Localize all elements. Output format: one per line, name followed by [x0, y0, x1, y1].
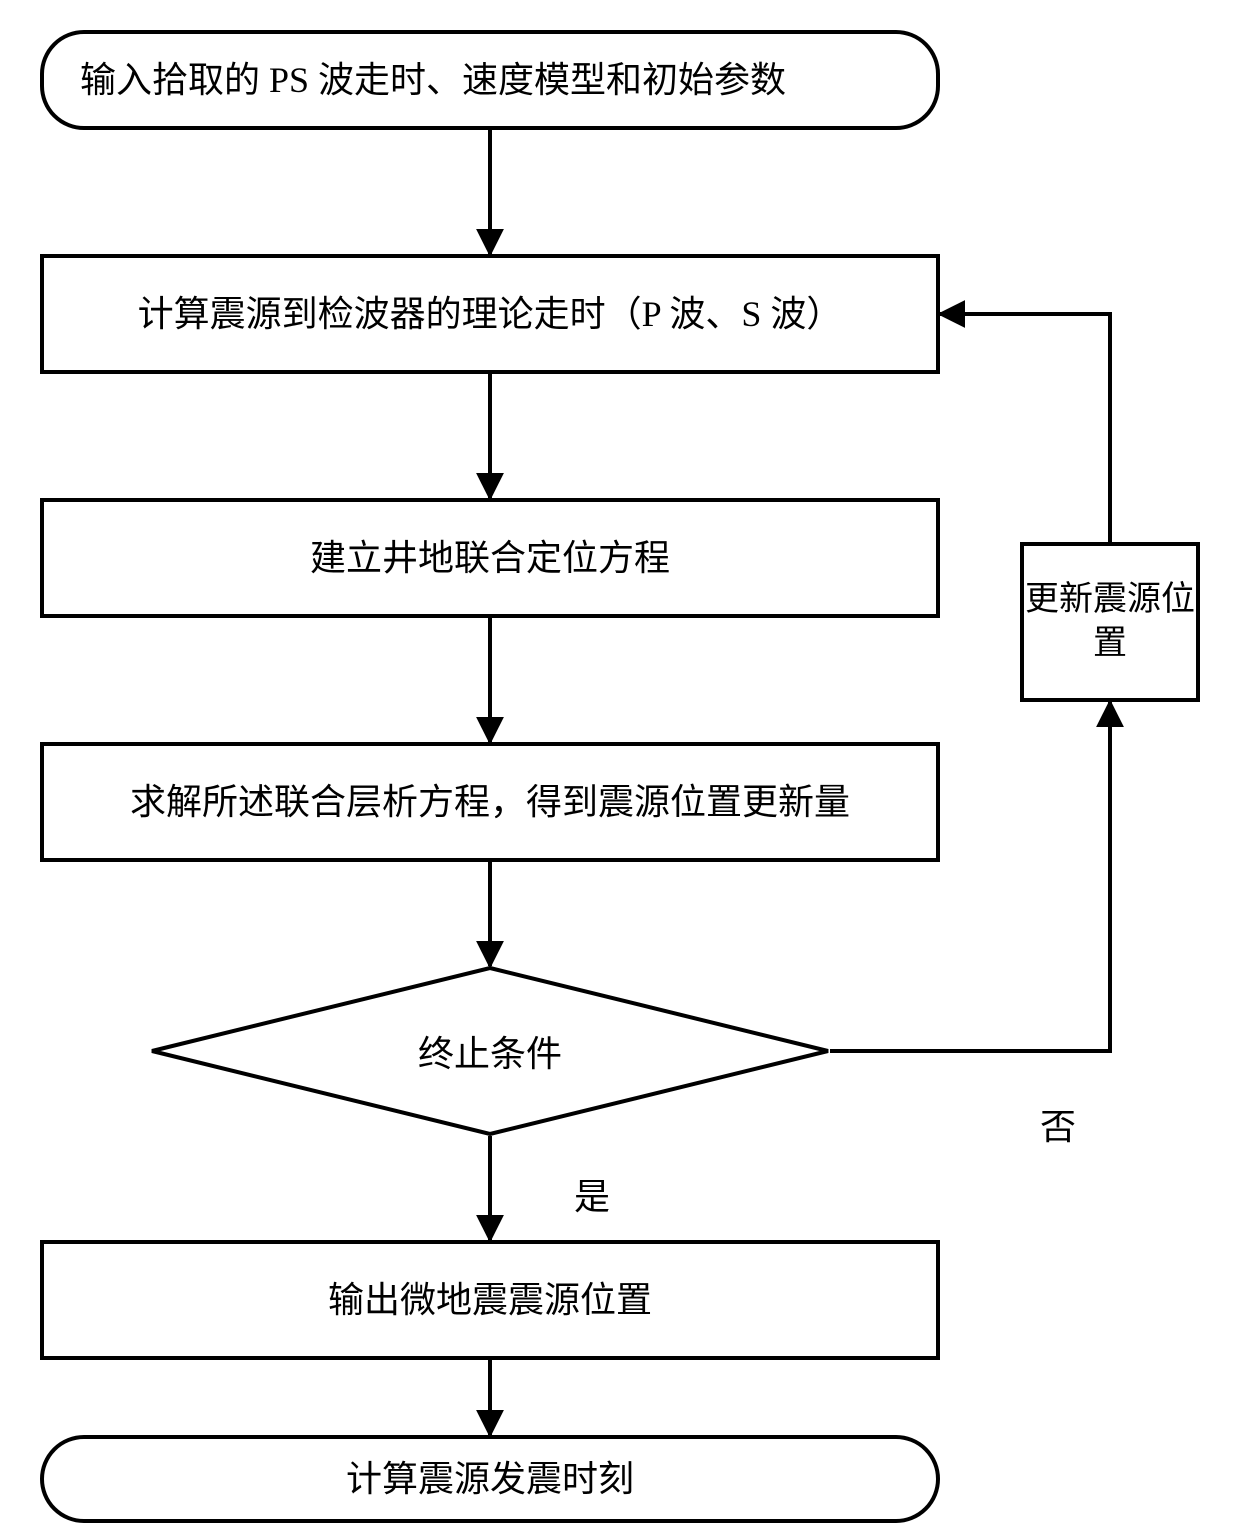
edge-label-4: 是	[574, 1168, 610, 1220]
process-n2: 建立井地联合定位方程	[40, 498, 940, 618]
node-text: 建立井地联合定位方程	[310, 535, 670, 582]
decision-label: 终止条件	[418, 1025, 562, 1077]
process-n3: 求解所述联合层析方程，得到震源位置更新量	[40, 742, 940, 862]
node-text: 计算震源到检波器的理论走时（P 波、S 波）	[138, 291, 843, 338]
edge-7	[940, 314, 1110, 542]
terminator-n6: 计算震源发震时刻	[40, 1435, 940, 1523]
process-u: 更新震源位置	[1020, 542, 1200, 702]
decision-n4: 终止条件	[150, 966, 830, 1136]
node-text: 更新震源位置	[1024, 578, 1196, 666]
process-n1: 计算震源到检波器的理论走时（P 波、S 波）	[40, 254, 940, 374]
node-text: 求解所述联合层析方程，得到震源位置更新量	[130, 779, 850, 826]
node-text: 计算震源发震时刻	[346, 1456, 634, 1503]
edge-label-6: 否	[1040, 1098, 1076, 1150]
flowchart-root: 输入拾取的 PS 波走时、速度模型和初始参数计算震源到检波器的理论走时（P 波、…	[0, 0, 1240, 1537]
node-text: 输入拾取的 PS 波走时、速度模型和初始参数	[80, 57, 786, 104]
terminator-n0: 输入拾取的 PS 波走时、速度模型和初始参数	[40, 30, 940, 130]
node-text: 输出微地震震源位置	[328, 1277, 652, 1324]
process-n5: 输出微地震震源位置	[40, 1240, 940, 1360]
